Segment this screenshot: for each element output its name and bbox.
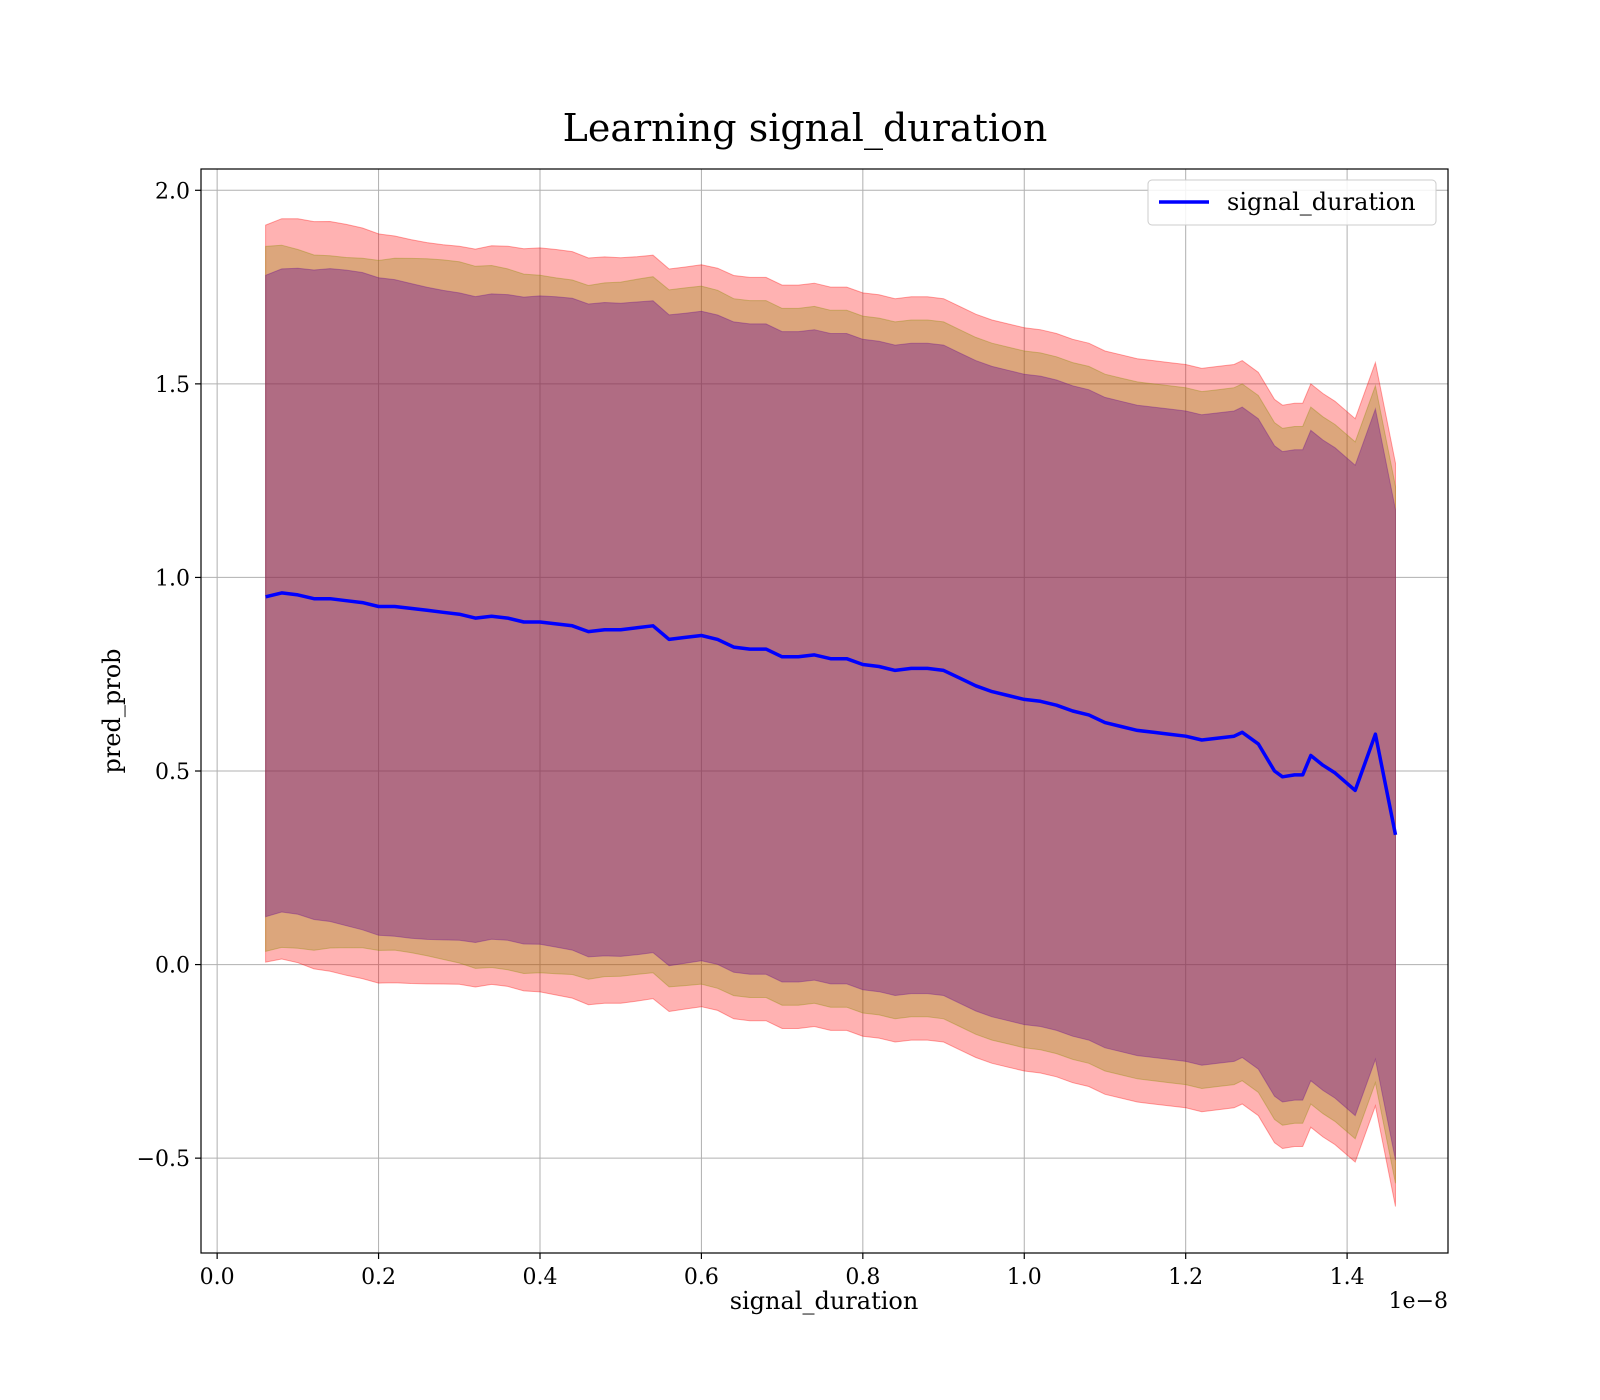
axis-ticks: 0.0 0.2 0.4 0.6 0.8 1.0 1.2 1.4 −0.5 0.0 0.5 1.0 1.5… — [137, 179, 1365, 1290]
confidence-band — [265, 244, 1396, 1184]
y-tick-label: 0.0 — [155, 954, 190, 979]
x-tick-label: 0.4 — [522, 1265, 557, 1290]
legend-entry: signal_duration — [1227, 188, 1416, 216]
x-tick-label: 1.2 — [1168, 1265, 1203, 1290]
confidence-band — [265, 218, 1396, 1207]
series-lines — [265, 591, 1398, 836]
confidence-band — [265, 267, 1396, 1161]
chart-title: Learning signal_duration — [563, 106, 1048, 151]
y-tick-label: 2.0 — [155, 179, 190, 204]
grid — [201, 169, 1448, 1253]
series-line-signal-duration — [265, 591, 1398, 836]
x-axis-offset-label: 1e−8 — [1389, 1289, 1448, 1314]
y-tick-label: 0.5 — [155, 760, 190, 785]
legend-box — [1147, 179, 1437, 226]
legend: signal_duration — [1147, 179, 1437, 226]
axes-frame — [200, 168, 1449, 1254]
y-tick-label: 1.0 — [155, 566, 190, 591]
x-tick-label: 1.0 — [1007, 1265, 1042, 1290]
x-tick-label: 1.4 — [1330, 1265, 1365, 1290]
x-tick-label: 0.8 — [845, 1265, 880, 1290]
confidence-bands — [265, 218, 1396, 1207]
x-tick-label: 0.2 — [361, 1265, 396, 1290]
y-axis-label: pred_prob — [98, 648, 126, 773]
x-axis-label: signal_duration — [730, 1287, 919, 1315]
x-tick-label: 0.0 — [200, 1265, 235, 1290]
y-tick-label: 1.5 — [155, 373, 190, 398]
y-tick-label: −0.5 — [137, 1147, 190, 1172]
x-tick-label: 0.6 — [684, 1265, 719, 1290]
